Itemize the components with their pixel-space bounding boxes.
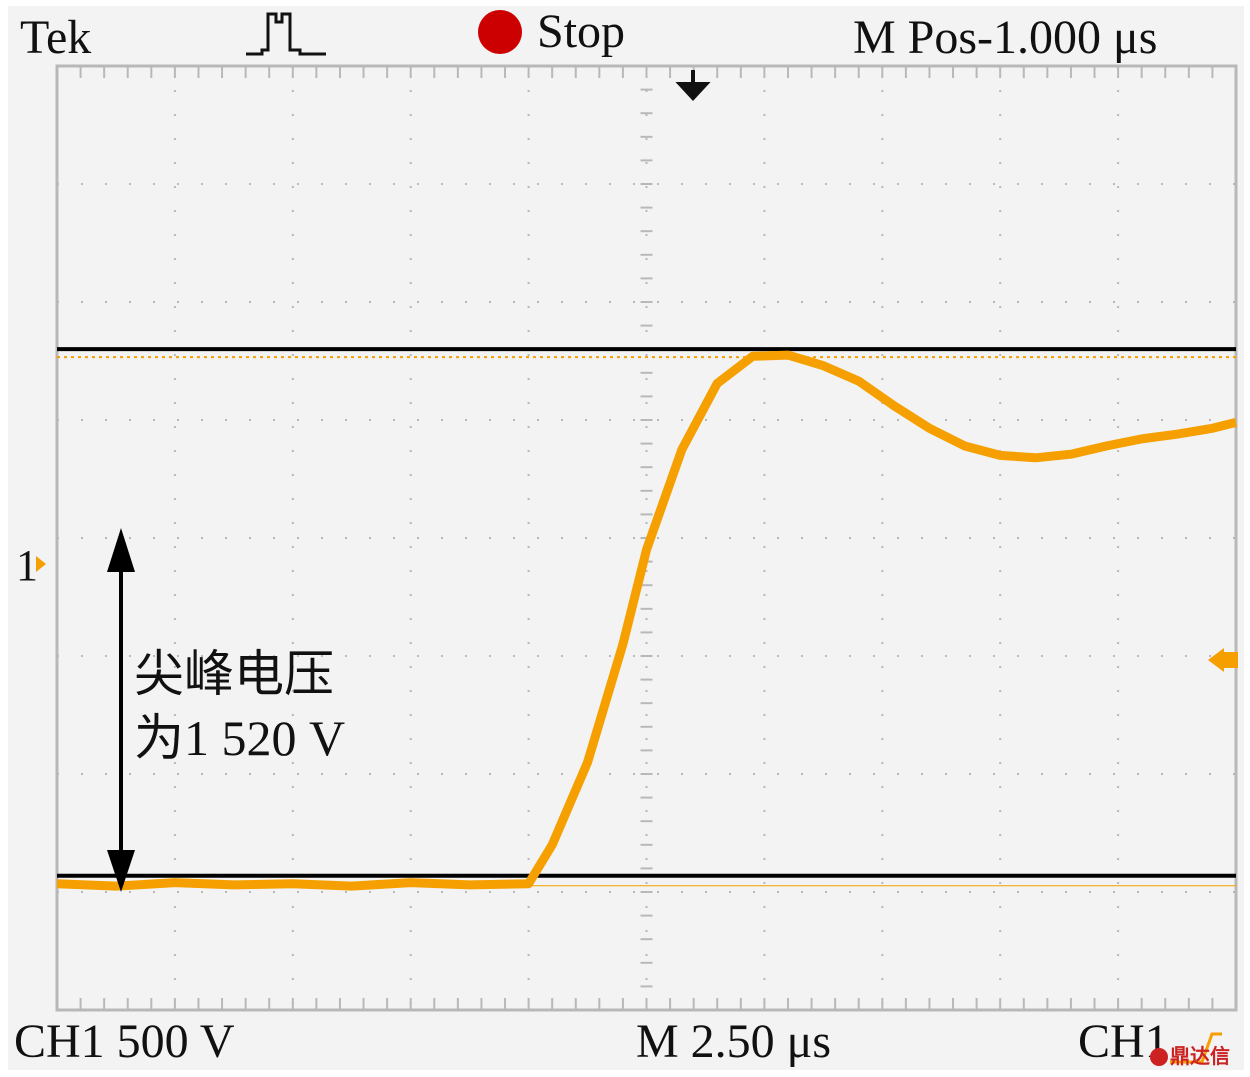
acquisition-state-label: Stop (537, 5, 626, 58)
trigger-level-left-arrow-icon (1208, 648, 1238, 672)
ch1-marker-label: 1 (16, 541, 38, 590)
watermark-logo-icon (1150, 1048, 1168, 1066)
trigger-position-down-arrow-icon (675, 70, 711, 101)
timebase-readout: M 2.50 μs (636, 1015, 832, 1068)
brand-label: Tek (20, 11, 92, 64)
ch1-waveform-trace (56, 350, 1238, 891)
ch1-ground-marker-icon (36, 556, 46, 572)
peak-voltage-annotation: 尖峰电压 为1 520 V (134, 642, 345, 770)
graticule-grid (55, 64, 1238, 1012)
channel-scale-readout: CH1 500 V (14, 1015, 235, 1068)
reference-lines (57, 347, 1236, 887)
red-stop-dot-icon (478, 10, 522, 54)
rising-edge-icon (1170, 1032, 1222, 1064)
peak-voltage-double-arrow (107, 528, 135, 892)
watermark: 鼎达信 (1150, 1040, 1230, 1069)
pulse-waveform-icon (246, 12, 326, 56)
watermark-text: 鼎达信 (1170, 1044, 1230, 1068)
scope-screen-frame (8, 6, 1244, 1070)
annotation-line-2: 为1 520 V (134, 710, 346, 766)
horizontal-position-readout: M Pos-1.000 μs (853, 11, 1158, 64)
annotation-line-1: 尖峰电压 (134, 646, 334, 702)
